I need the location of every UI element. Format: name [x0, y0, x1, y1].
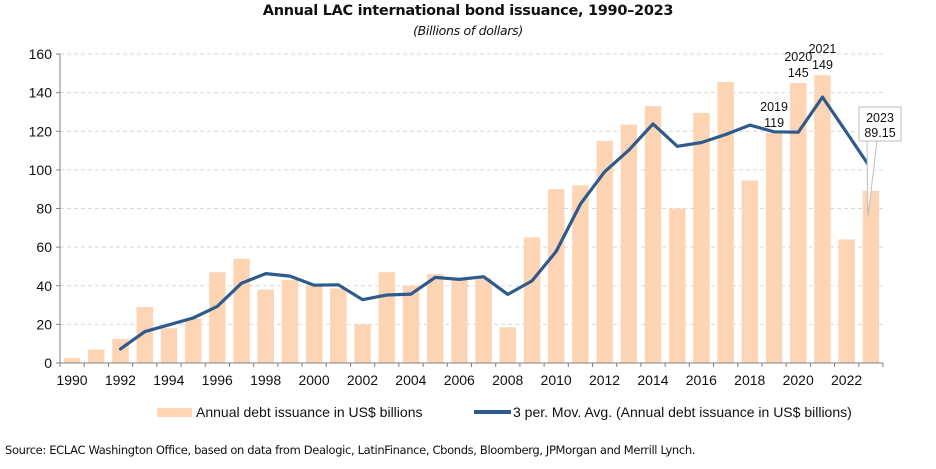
x-tick-label: 1994 — [153, 372, 184, 388]
bar-2002 — [354, 324, 371, 363]
x-tick-label: 1998 — [250, 372, 281, 388]
x-tick-label: 2008 — [492, 372, 523, 388]
x-tick-label: 2016 — [686, 372, 717, 388]
bar-2007 — [475, 278, 492, 363]
x-tick-label: 1990 — [56, 372, 87, 388]
x-tick-label: 2000 — [298, 372, 329, 388]
bar-2000 — [305, 285, 323, 363]
data-label-value: 145 — [788, 66, 809, 80]
legend: Annual debt issuance in US$ billions 3 p… — [0, 404, 936, 424]
bar-1996 — [209, 272, 226, 363]
legend-item-line: 3 per. Mov. Avg. (Annual debt issuance i… — [474, 404, 852, 420]
x-tick-label: 2020 — [783, 372, 814, 388]
bar-2023 — [862, 190, 880, 363]
bar-1995 — [184, 318, 202, 363]
chart-area: 0 20 40 60 80 100 120 140 160 1990 1992 1994 1996 199… — [29, 42, 902, 388]
y-tick-label: 20 — [36, 316, 52, 332]
x-tick-label: 2014 — [637, 372, 668, 388]
line-series — [118, 95, 873, 351]
moving-average-line — [118, 95, 873, 351]
chart-title: Annual LAC international bond issuance, … — [262, 3, 674, 19]
legend-swatch-line — [474, 410, 511, 414]
y-tick-label: 120 — [29, 123, 53, 139]
bar-2006 — [451, 278, 468, 363]
data-label-year: 2021 — [809, 42, 837, 56]
x-tick-label: 2010 — [541, 372, 572, 388]
bar-2015 — [669, 208, 686, 363]
bar-2012 — [596, 140, 613, 363]
bar-2001 — [330, 288, 347, 363]
y-tick-label: 100 — [29, 162, 53, 178]
bar-2004 — [402, 285, 420, 363]
callout-box — [858, 106, 902, 142]
bar-2018 — [741, 180, 759, 363]
x-tick-label: 1992 — [105, 372, 136, 388]
grid-lines — [60, 53, 883, 325]
bar-2008 — [499, 327, 517, 363]
bar-2010 — [547, 189, 565, 363]
bar-2014 — [644, 106, 662, 364]
callout-pointer — [866, 140, 878, 217]
bar-2011 — [572, 185, 589, 363]
bar-1991 — [88, 349, 105, 363]
source-note: Source: ECLAC Washington Office, based o… — [5, 443, 696, 457]
bar-2019 — [765, 133, 783, 363]
y-tick-label: 80 — [36, 201, 52, 217]
x-tick-label: 2006 — [444, 372, 475, 388]
bar-2021 — [814, 75, 831, 364]
bar-1993 — [136, 306, 153, 363]
bar-series — [63, 75, 880, 364]
legend-label-line: 3 per. Mov. Avg. (Annual debt issuance i… — [513, 404, 852, 420]
bar-2013 — [620, 124, 638, 363]
data-label-value: 119 — [764, 116, 784, 130]
y-tick-label: 60 — [36, 239, 52, 255]
bar-1998 — [257, 289, 274, 363]
callout-label-value: 89.15 — [864, 126, 895, 140]
x-tick-label: 2002 — [347, 372, 378, 388]
bar-2020 — [790, 82, 807, 363]
legend-label-bars: Annual debt issuance in US$ billions — [196, 404, 423, 420]
data-label-year: 2020 — [784, 50, 812, 64]
x-tick-label: 2022 — [831, 372, 862, 388]
y-tick-label: 40 — [36, 278, 52, 294]
data-label-year: 2019 — [760, 100, 788, 114]
bar-2005 — [426, 274, 444, 363]
x-tick-label: 2012 — [589, 372, 620, 388]
x-tick-label: 2018 — [734, 372, 765, 388]
bar-2016 — [693, 112, 710, 363]
bar-2022 — [838, 239, 855, 363]
y-tick-label: 0 — [44, 355, 52, 371]
bar-1992 — [112, 338, 129, 363]
chart-subtitle: (Billions of dollars) — [413, 23, 523, 38]
x-tick-label: 1996 — [202, 372, 233, 388]
bar-1999 — [281, 279, 299, 363]
legend-item-bars: Annual debt issuance in US$ billions — [157, 404, 422, 420]
y-tick-label: 140 — [29, 85, 53, 101]
axes: 0 20 40 60 80 100 120 140 160 1990 1992 1994 1996 199… — [29, 46, 884, 388]
callout-label-year: 2023 — [866, 111, 894, 125]
y-tick-label: 160 — [29, 46, 53, 62]
bar-2017 — [717, 82, 734, 364]
bar-2003 — [378, 272, 396, 363]
bar-2009 — [523, 237, 541, 363]
bar-1990 — [63, 358, 81, 363]
bar-1994 — [160, 328, 178, 363]
x-tick-label: 2004 — [395, 372, 426, 388]
bar-1997 — [233, 258, 250, 363]
legend-swatch-bar — [157, 407, 192, 417]
data-label-value: 149 — [812, 58, 833, 72]
